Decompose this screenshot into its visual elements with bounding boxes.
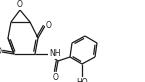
Text: O: O [53, 73, 59, 82]
Text: O: O [46, 21, 52, 31]
Text: NH: NH [49, 50, 60, 58]
Text: O: O [0, 47, 1, 56]
Text: HO: HO [76, 78, 88, 82]
Text: O: O [17, 0, 23, 9]
